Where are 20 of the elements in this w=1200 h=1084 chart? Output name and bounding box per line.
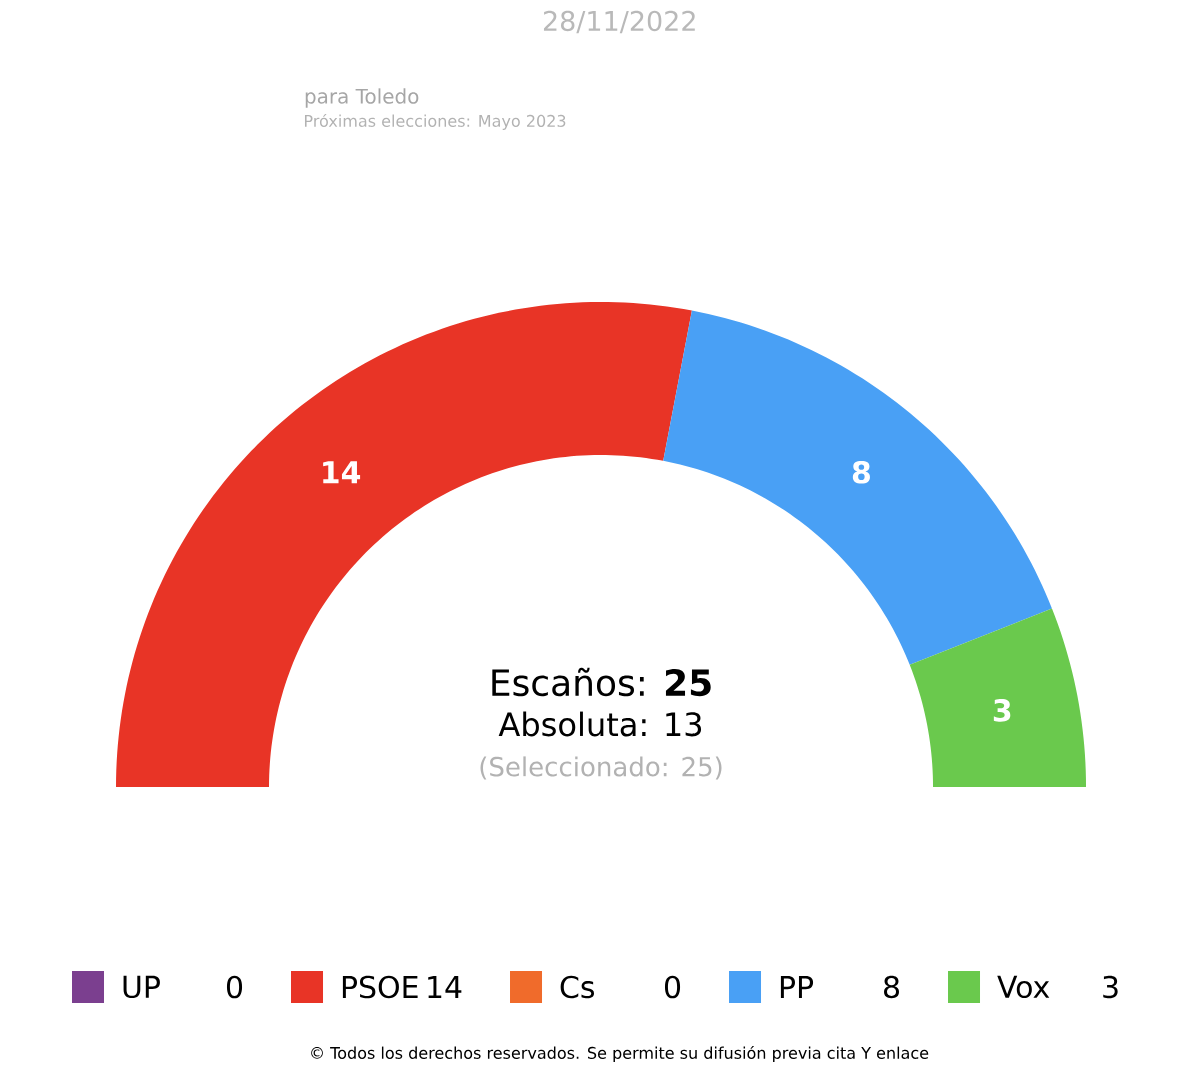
text: 0 bbox=[226, 975, 243, 999]
text: Escaños: 25 bbox=[492, 667, 711, 697]
text: 8 bbox=[884, 975, 899, 999]
text: Próximas elecciones: Mayo 2023 bbox=[304, 113, 566, 131]
text: Absoluta: 13 bbox=[498, 711, 702, 737]
data-label: 8 bbox=[852, 460, 870, 484]
legend-label: Cs bbox=[560, 975, 595, 999]
text: © Todos los derechos reservados. Se permite su difusión previa cita Y enlace bbox=[311, 1045, 929, 1063]
data-label: 14 bbox=[323, 461, 361, 484]
data-label: 3 bbox=[993, 699, 1011, 722]
legend-label: PP bbox=[780, 976, 814, 998]
text: 3 bbox=[1103, 975, 1118, 999]
legend-label: PSOE bbox=[342, 975, 418, 999]
legend-label: UP bbox=[123, 975, 160, 999]
chart-title: para Toledo bbox=[305, 88, 419, 108]
text: 14 bbox=[428, 976, 462, 998]
legend-label: Vox bbox=[997, 975, 1050, 999]
chart-subtitle: 28/11/2022 bbox=[543, 10, 695, 34]
text: (Seleccionado: 25) bbox=[480, 756, 722, 780]
text: 0 bbox=[664, 975, 681, 999]
